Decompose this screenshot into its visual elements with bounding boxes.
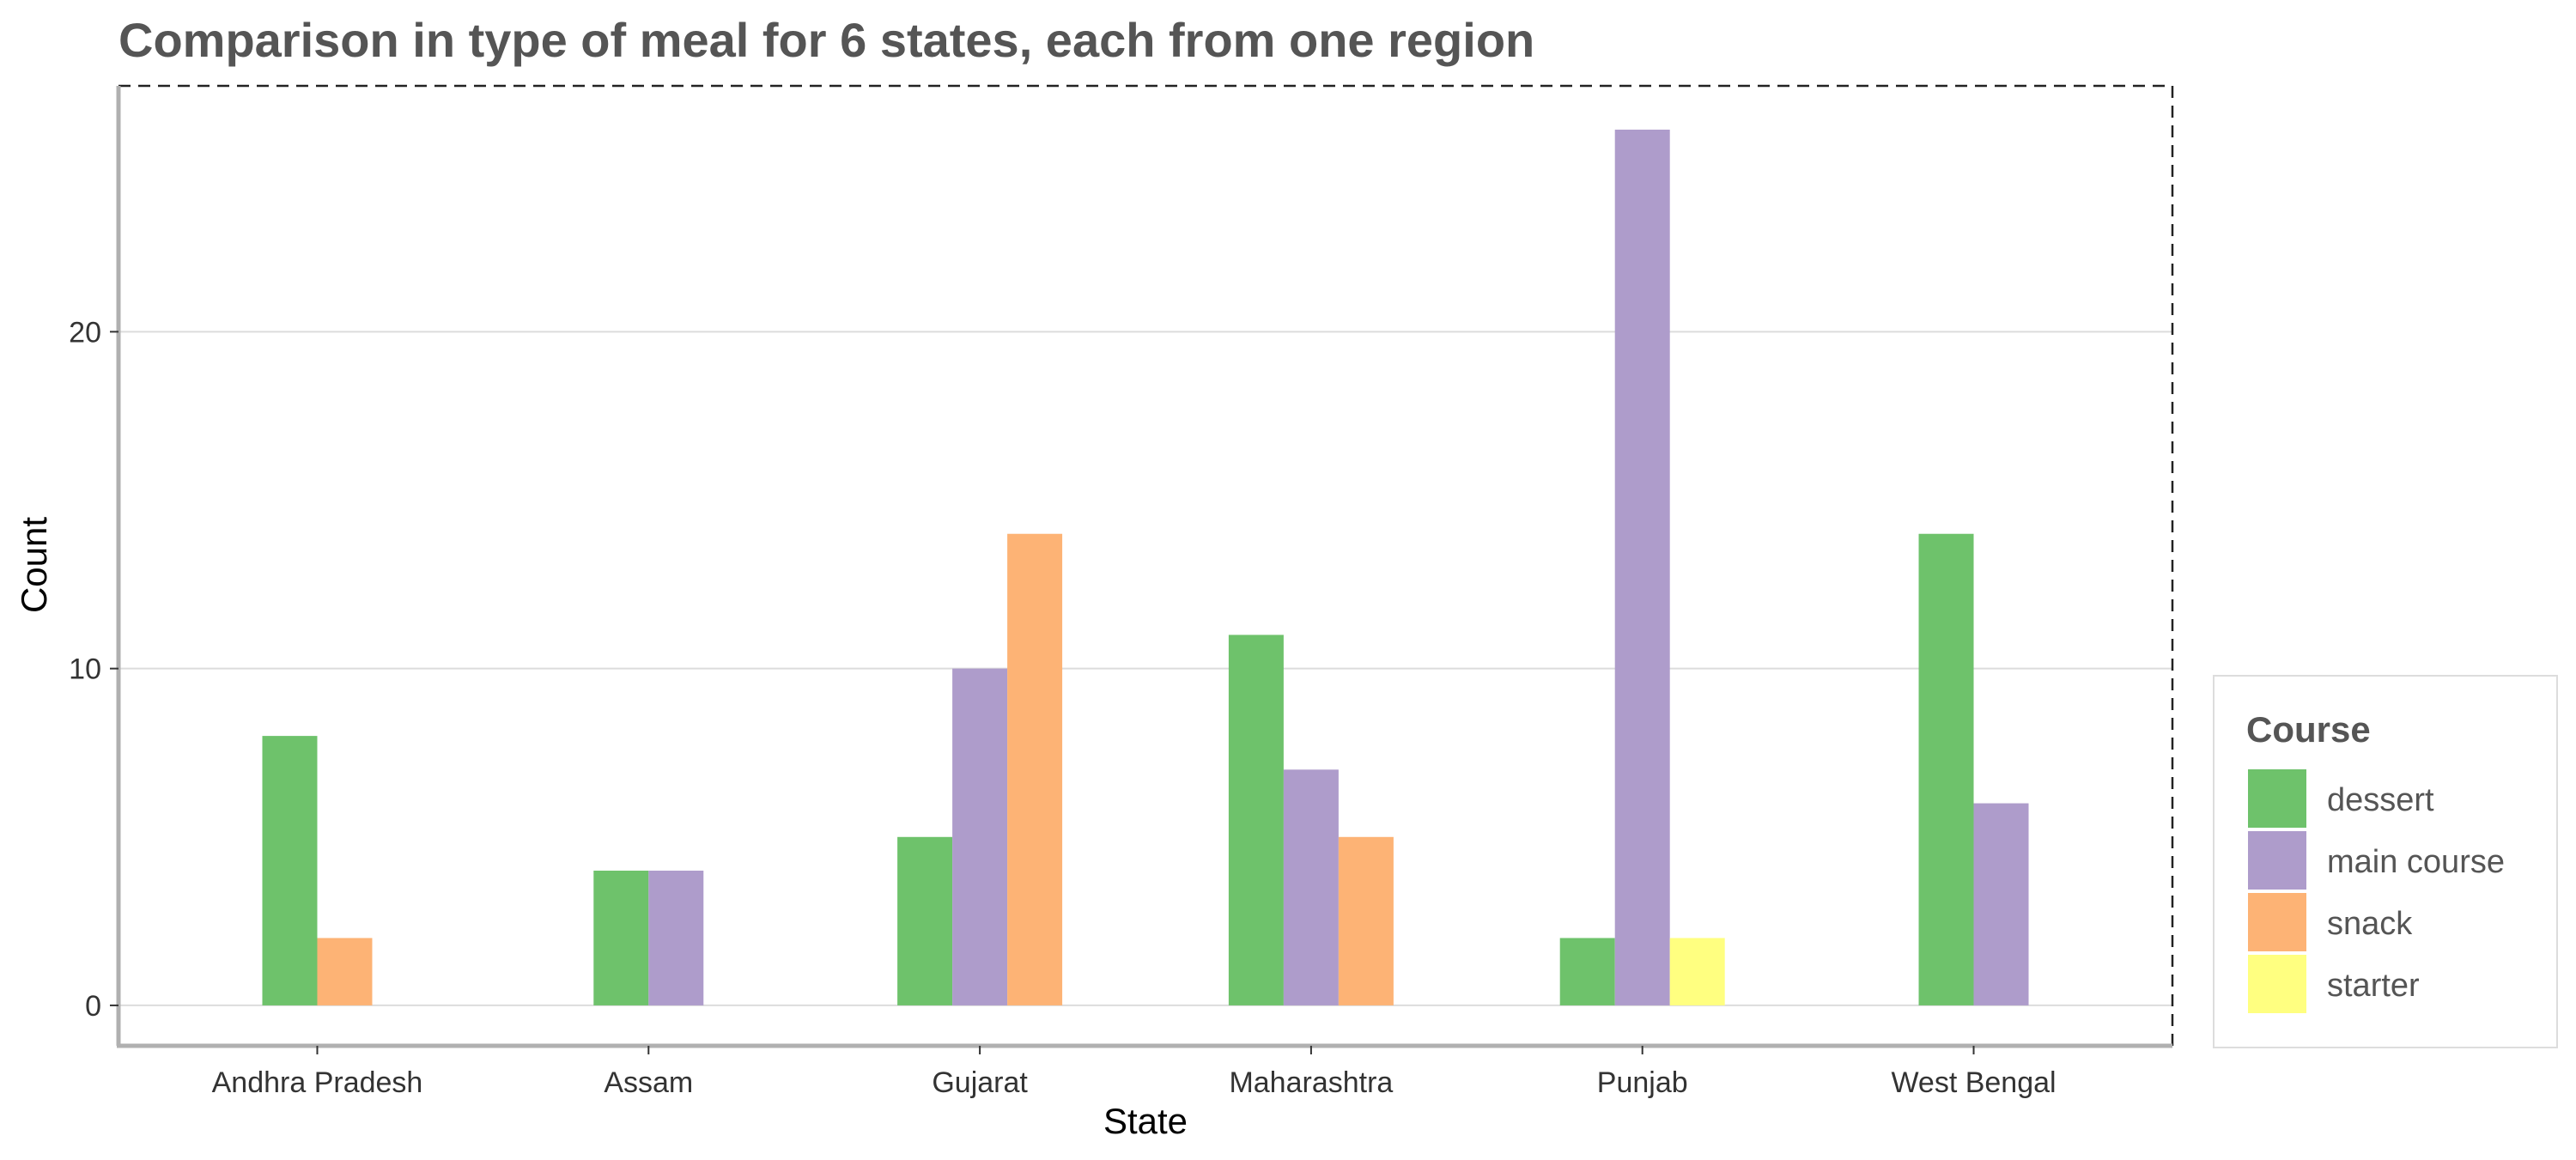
y-axis: 0 10 20 <box>69 316 118 1023</box>
legend-swatch-main-course <box>2248 831 2306 890</box>
x-tick-label: Andhra Pradesh <box>212 1066 423 1099</box>
bar-main-course-gujarat <box>952 668 1008 1005</box>
bar-starter-punjab <box>1669 938 1725 1005</box>
bar-snack-maharashtra <box>1338 836 1394 1005</box>
y-tick-label: 0 <box>85 990 101 1023</box>
chart-title: Comparison in type of meal for 6 states,… <box>118 13 1534 67</box>
y-tick-label: 10 <box>69 653 101 686</box>
gridlines <box>118 331 2172 1006</box>
x-axis: Andhra Pradesh Assam Gujarat Maharashtra Pun… <box>212 1046 2057 1099</box>
legend-swatch-snack <box>2248 893 2306 951</box>
legend: Course dessert main course snack starter <box>2213 675 2558 1048</box>
bar-dessert-assam <box>593 871 649 1005</box>
bars <box>262 129 2029 1005</box>
y-axis-title: Count <box>14 517 54 613</box>
x-tick-label: Assam <box>604 1066 693 1099</box>
panel-border <box>116 84 2174 1048</box>
bar-main-course-assam <box>648 871 704 1005</box>
legend-label-snack: snack <box>2327 906 2413 942</box>
legend-swatch-starter <box>2248 955 2306 1013</box>
legend-label-starter: starter <box>2327 968 2420 1004</box>
legend-label-dessert: dessert <box>2327 782 2434 818</box>
legend-title: Course <box>2246 709 2371 750</box>
legend-label-main-course: main course <box>2327 844 2505 880</box>
bar-dessert-west-bengal <box>1918 533 1974 1005</box>
x-tick-label: Maharashtra <box>1229 1066 1393 1099</box>
bar-main-course-west-bengal <box>1973 803 2029 1005</box>
bar-main-course-maharashtra <box>1283 769 1339 1005</box>
bar-snack-andhra-pradesh <box>317 938 373 1005</box>
bar-dessert-maharashtra <box>1228 635 1284 1005</box>
bar-dessert-punjab <box>1559 938 1615 1005</box>
x-tick-label: Gujarat <box>932 1066 1028 1099</box>
bar-main-course-punjab <box>1614 129 1670 1005</box>
x-axis-title: State <box>1103 1101 1188 1141</box>
x-tick-label: West Bengal <box>1891 1066 2056 1099</box>
y-tick-label: 20 <box>69 316 101 349</box>
legend-swatch-dessert <box>2248 769 2306 828</box>
bar-dessert-andhra-pradesh <box>262 736 318 1005</box>
bar-dessert-gujarat <box>897 836 953 1005</box>
bar-snack-gujarat <box>1007 533 1063 1005</box>
x-tick-label: Punjab <box>1597 1066 1688 1099</box>
